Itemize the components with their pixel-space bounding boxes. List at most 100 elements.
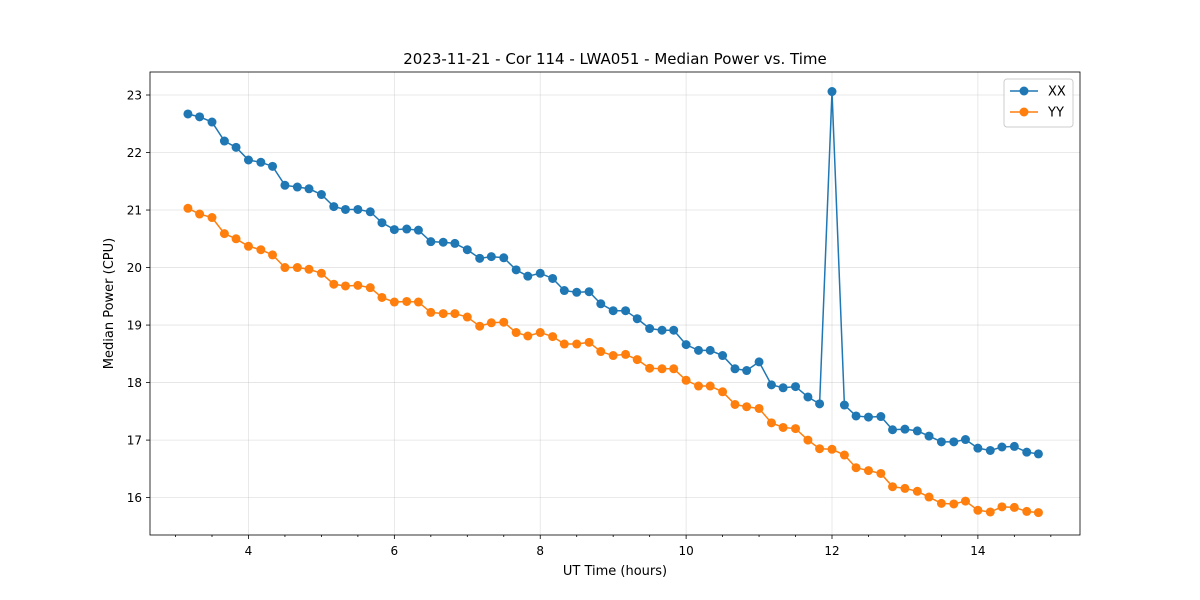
data-point-yy [340,281,350,291]
data-point-yy [791,424,801,434]
y-tick-label: 23 [127,89,142,103]
legend-label-yy: YY [1047,106,1064,121]
data-point-yy [997,502,1007,512]
data-point-xx [329,202,339,212]
data-point-xx [766,380,776,390]
data-point-yy [450,309,460,319]
data-point-yy [596,347,606,357]
data-point-yy [413,297,423,307]
y-tick-label: 20 [127,261,142,275]
data-point-xx [791,382,801,392]
y-axis-label: Median Power (CPU) [102,238,117,369]
data-point-yy [608,351,618,361]
data-point-yy [985,507,995,517]
data-point-yy [912,486,922,496]
data-point-yy [742,402,752,412]
data-point-yy [475,321,485,331]
data-point-xx [681,340,691,350]
data-point-yy [900,483,910,493]
series-yy [183,203,1043,518]
data-point-yy [1009,502,1019,512]
data-point-xx [645,324,655,334]
data-point-xx [985,445,995,455]
data-point-xx [1009,441,1019,451]
data-point-xx [450,238,460,248]
data-point-yy [511,328,521,338]
data-point-yy [353,280,363,290]
data-point-xx [340,204,350,214]
data-point-xx [900,424,910,434]
data-point-yy [730,399,740,409]
data-point-xx [863,412,873,422]
data-point-yy [803,435,813,445]
data-point-yy [754,403,764,413]
data-point-yy [863,466,873,476]
data-point-xx [316,190,326,200]
data-point-yy [231,234,241,244]
data-point-xx [924,431,934,441]
data-point-yy [1022,506,1032,516]
data-point-yy [292,263,302,273]
data-point-yy [486,318,496,328]
data-point-xx [621,306,631,316]
data-point-yy [1033,508,1043,518]
data-point-xx [535,268,545,278]
data-point-xx [827,87,837,97]
data-point-xx [438,237,448,247]
data-point-xx [353,204,363,214]
data-point-xx [377,218,387,228]
data-point-xx [876,412,886,422]
data-point-yy [718,387,728,397]
data-point-yy [304,264,314,274]
grid [150,72,1080,535]
legend-marker-xx [1019,86,1029,96]
data-point-xx [705,345,715,355]
x-tick-label: 4 [245,544,253,558]
data-point-xx [268,161,278,171]
series-xx [183,87,1043,459]
data-point-xx [778,383,788,393]
data-point-xx [657,325,667,335]
data-point-yy [548,332,558,342]
data-point-xx [608,306,618,316]
data-point-yy [426,307,436,317]
y-tick-label: 18 [127,376,142,390]
data-point-yy [219,229,229,239]
x-tick-label: 14 [970,544,985,558]
data-point-xx [413,225,423,235]
data-point-yy [778,422,788,432]
data-point-yy [936,498,946,508]
data-point-yy [207,213,217,223]
x-axis: 4 6 8 10 12 14 [175,535,1052,558]
series-group [183,87,1043,518]
data-point-yy [960,496,970,506]
data-point-xx [1033,449,1043,459]
data-point-xx [596,299,606,309]
data-point-yy [876,468,886,478]
x-tick-label: 12 [824,544,839,558]
data-point-xx [803,392,813,402]
data-point-yy [256,245,266,255]
data-point-xx [912,426,922,436]
chart-title: 2023-11-21 - Cor 114 - LWA051 - Median P… [403,50,827,68]
data-point-yy [632,355,642,365]
data-point-yy [523,331,533,341]
data-point-yy [559,339,569,349]
data-point-yy [584,337,594,347]
data-point-xx [389,225,399,235]
data-point-xx [207,117,217,127]
data-point-xx [402,224,412,234]
data-point-xx [839,400,849,410]
x-tick-label: 6 [391,544,399,558]
data-point-yy [839,450,849,460]
data-point-yy [499,317,509,327]
data-point-xx [219,136,229,146]
y-tick-label: 17 [127,434,142,448]
data-point-xx [888,425,898,435]
data-point-xx [718,351,728,361]
data-point-xx [559,286,569,296]
data-point-xx [195,112,205,122]
data-point-xx [280,180,290,190]
y-axis: 16 17 18 19 20 21 22 23 [127,89,150,505]
data-point-yy [657,364,667,374]
